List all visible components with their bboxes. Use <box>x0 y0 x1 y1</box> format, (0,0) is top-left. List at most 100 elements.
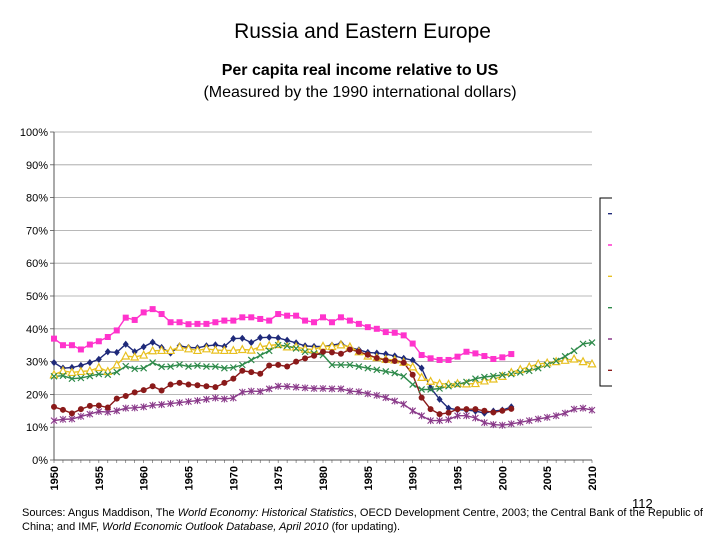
data-point <box>257 370 264 377</box>
data-point <box>570 405 578 413</box>
data-point <box>301 384 309 392</box>
data-point <box>427 386 435 393</box>
data-point <box>221 379 228 386</box>
data-point <box>463 378 470 386</box>
data-point <box>436 356 443 363</box>
data-point <box>463 348 470 355</box>
sources-title-2: World Economic Outlook Database, April 2… <box>102 521 329 533</box>
x-tick-label: 1980 <box>318 466 330 490</box>
data-point <box>174 342 185 351</box>
y-tick-label: 0% <box>32 455 48 467</box>
data-point <box>373 325 380 332</box>
data-point <box>436 411 443 418</box>
data-point <box>185 321 192 328</box>
data-point <box>310 384 318 392</box>
data-point <box>274 341 282 349</box>
data-point <box>418 412 426 420</box>
data-point <box>176 319 183 326</box>
data-point <box>140 387 147 394</box>
data-point <box>67 367 77 377</box>
data-point <box>400 359 407 366</box>
data-point <box>50 372 58 380</box>
data-point <box>328 319 335 326</box>
data-point <box>192 345 203 355</box>
sources-suffix: (for updating). <box>328 521 401 533</box>
data-point <box>149 401 157 409</box>
data-point <box>552 412 560 420</box>
data-point <box>418 386 426 393</box>
data-point <box>275 311 282 318</box>
data-point <box>302 355 309 362</box>
data-point <box>122 314 129 321</box>
data-point <box>203 395 210 403</box>
data-point <box>86 402 93 409</box>
data-point <box>122 362 130 370</box>
data-point <box>229 394 237 402</box>
data-point <box>86 358 93 367</box>
data-point <box>139 349 149 359</box>
x-tick-label: 1985 <box>363 466 375 490</box>
data-point <box>525 417 533 425</box>
data-point <box>292 383 300 391</box>
x-tick-label: 2005 <box>542 466 554 490</box>
data-point <box>140 403 148 411</box>
data-point <box>113 368 121 376</box>
data-point <box>95 407 103 415</box>
data-point <box>158 311 165 318</box>
data-point <box>302 317 309 324</box>
data-point <box>229 364 237 371</box>
data-point <box>77 374 85 382</box>
data-point <box>320 348 326 355</box>
data-point <box>283 342 291 350</box>
sources-mid: , OECD Development Centre, 2003; the Cen… <box>22 507 703 533</box>
data-point <box>275 361 282 368</box>
series-line <box>53 348 512 415</box>
data-point <box>275 334 282 342</box>
data-point <box>490 409 497 416</box>
data-point <box>274 382 282 390</box>
data-point <box>320 314 326 321</box>
data-point <box>95 402 102 409</box>
data-point <box>51 403 57 410</box>
data-point <box>238 388 246 396</box>
series-markers <box>49 306 597 429</box>
data-point <box>498 421 506 429</box>
data-point <box>543 361 551 369</box>
data-point <box>248 314 255 321</box>
data-point <box>400 332 407 339</box>
data-point <box>490 355 497 362</box>
data-point <box>434 378 445 388</box>
data-point <box>346 317 353 324</box>
data-point <box>454 412 461 420</box>
data-point <box>165 345 176 355</box>
data-point <box>94 362 104 372</box>
data-point <box>337 361 345 369</box>
data-point <box>248 338 255 347</box>
data-point <box>76 366 86 376</box>
data-point <box>364 364 372 372</box>
data-point <box>328 385 336 393</box>
data-point <box>113 395 120 402</box>
y-tick-label: 50% <box>26 291 48 303</box>
data-point <box>148 345 158 355</box>
data-point <box>472 414 479 422</box>
data-point <box>256 387 264 395</box>
data-point <box>427 406 434 413</box>
data-point <box>230 317 237 324</box>
data-point <box>185 363 192 370</box>
data-point <box>237 344 247 354</box>
data-point <box>346 346 353 353</box>
data-point <box>472 350 479 357</box>
data-point <box>104 404 111 411</box>
data-point <box>230 335 237 343</box>
data-point <box>463 406 470 413</box>
data-point <box>247 356 255 364</box>
data-point <box>417 372 427 381</box>
data-point <box>211 363 219 370</box>
data-point <box>194 397 201 405</box>
data-point <box>364 324 371 331</box>
data-point <box>337 314 344 321</box>
data-point <box>77 412 85 420</box>
data-point <box>185 381 192 388</box>
data-point <box>77 361 84 370</box>
